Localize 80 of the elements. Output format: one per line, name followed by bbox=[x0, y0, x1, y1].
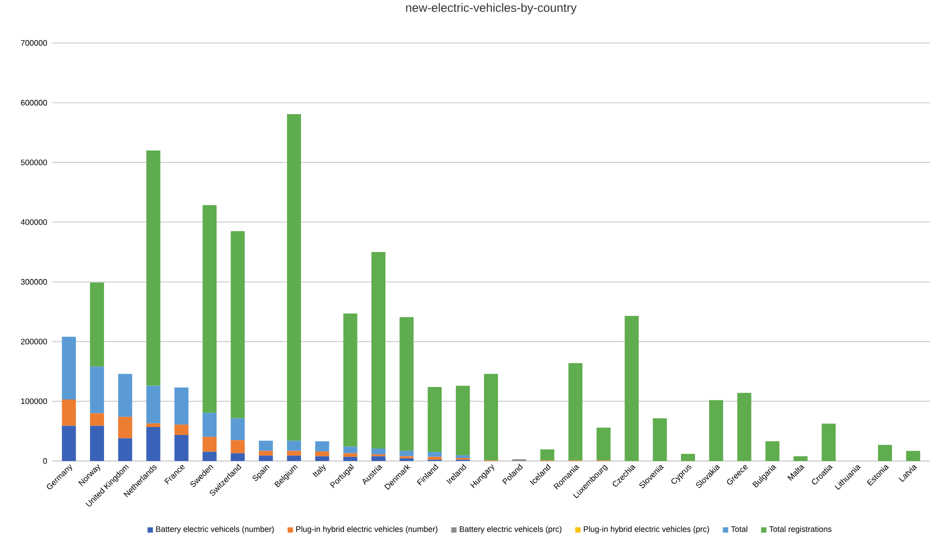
y-tick-label: 0 bbox=[43, 458, 47, 464]
bar bbox=[258, 440, 273, 451]
bar bbox=[343, 446, 358, 454]
legend-label: Battery electric vehicels (number) bbox=[156, 526, 274, 534]
bar bbox=[343, 453, 358, 457]
bar bbox=[709, 400, 724, 461]
bar bbox=[371, 252, 386, 448]
bar bbox=[146, 386, 160, 424]
y-tick-label: 400000 bbox=[20, 219, 47, 225]
bar bbox=[371, 448, 386, 454]
bar bbox=[62, 336, 76, 400]
bar bbox=[680, 454, 695, 461]
bar bbox=[287, 456, 302, 461]
bar bbox=[202, 436, 217, 452]
bar bbox=[765, 441, 780, 461]
bar bbox=[315, 451, 330, 456]
bar bbox=[90, 366, 104, 414]
bar bbox=[906, 450, 920, 461]
bar bbox=[90, 282, 104, 367]
y-tick-label: 700000 bbox=[21, 40, 47, 46]
bar bbox=[400, 450, 414, 456]
bar bbox=[202, 205, 217, 413]
bar bbox=[428, 456, 442, 460]
bar bbox=[146, 150, 160, 386]
bar bbox=[400, 317, 414, 451]
bar bbox=[90, 413, 104, 426]
bar bbox=[62, 399, 76, 426]
bar bbox=[652, 418, 667, 461]
bar bbox=[118, 374, 132, 417]
bar bbox=[90, 426, 104, 461]
legend-label: Plug-in hybrid electric vehicles (prc) bbox=[584, 526, 709, 534]
bar bbox=[540, 449, 554, 460]
bar bbox=[287, 114, 302, 441]
bar bbox=[230, 418, 245, 440]
bar bbox=[456, 386, 470, 456]
bar bbox=[315, 441, 330, 452]
legend-label: Plug-in hybrid electric vehicles (number) bbox=[296, 526, 438, 534]
bar bbox=[258, 450, 273, 456]
bar bbox=[428, 386, 442, 452]
bar bbox=[596, 428, 611, 460]
bar bbox=[174, 424, 188, 436]
bar bbox=[315, 456, 330, 461]
y-tick-label: 300000 bbox=[20, 279, 47, 285]
bar bbox=[878, 444, 892, 461]
bar bbox=[174, 388, 188, 425]
bar bbox=[428, 452, 442, 457]
bar bbox=[118, 438, 132, 461]
bar bbox=[484, 374, 498, 460]
bar bbox=[343, 456, 358, 461]
bar bbox=[794, 456, 808, 461]
bar bbox=[737, 392, 752, 461]
y-tick-label: 500000 bbox=[20, 160, 47, 166]
y-tick-label: 100000 bbox=[21, 398, 47, 404]
bar bbox=[146, 423, 160, 427]
x-tick-label: Italy bbox=[312, 464, 326, 478]
bar bbox=[287, 450, 302, 456]
bar bbox=[371, 456, 386, 461]
legend-label: Total registrations bbox=[769, 526, 832, 534]
bar bbox=[568, 363, 582, 460]
bar bbox=[343, 314, 358, 447]
bar bbox=[62, 426, 76, 461]
bar bbox=[202, 452, 217, 461]
bar bbox=[400, 458, 414, 461]
bar bbox=[287, 440, 302, 451]
bar bbox=[230, 453, 245, 461]
bar bbox=[456, 455, 470, 458]
y-tick-label: 600000 bbox=[20, 100, 47, 106]
bar bbox=[202, 412, 217, 437]
bar bbox=[118, 416, 132, 438]
bar bbox=[258, 456, 273, 461]
bar bbox=[230, 231, 245, 418]
legend-label: Total bbox=[731, 526, 748, 532]
bar bbox=[822, 424, 836, 461]
bar bbox=[230, 440, 245, 454]
bar bbox=[174, 435, 188, 461]
bar bbox=[624, 316, 639, 461]
bar bbox=[146, 426, 160, 461]
y-tick-label: 200000 bbox=[20, 338, 47, 344]
legend-label: Battery electric vehicels (prc) bbox=[460, 526, 562, 534]
chart-title: new-electric-vehicles-by-country bbox=[406, 3, 577, 14]
